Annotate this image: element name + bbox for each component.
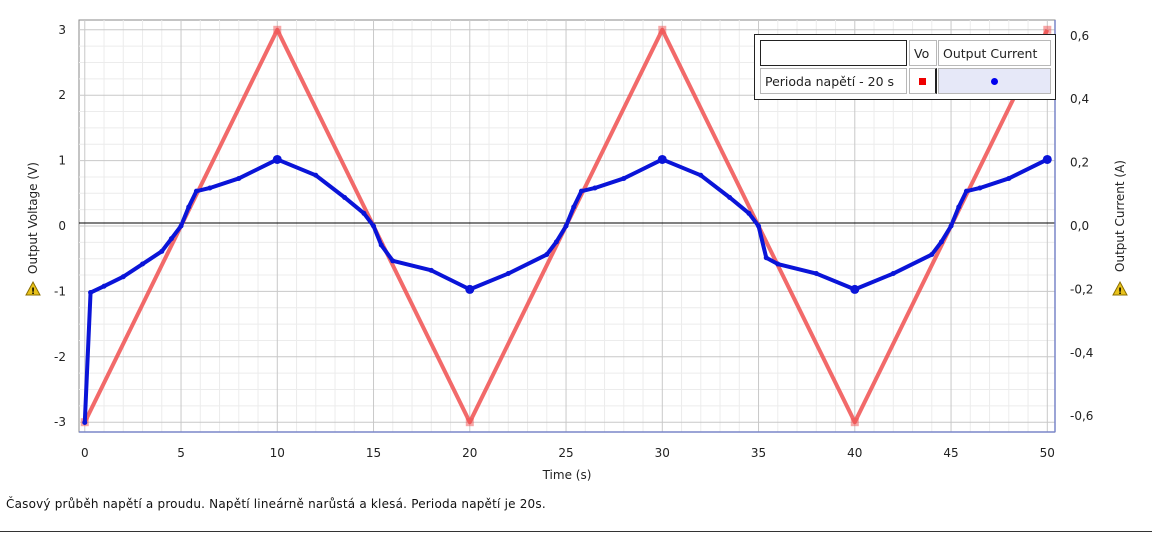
current-point [1042, 154, 1052, 164]
svg-text:!: ! [1118, 287, 1122, 297]
x-tick-label: 50 [1040, 446, 1055, 460]
y-left-tick-label: 1 [58, 154, 66, 168]
y-right-tick-label: 0,4 [1070, 92, 1089, 106]
y-right-tick-label: -0,6 [1070, 409, 1093, 423]
current-point [657, 154, 667, 164]
bottom-divider [0, 531, 1152, 532]
legend: Vo Output Current Perioda napětí - 20 s [754, 34, 1056, 100]
current-point [465, 284, 475, 294]
legend-header-vo: Vo [909, 40, 937, 66]
current-point [544, 252, 550, 258]
current-point [850, 284, 860, 294]
y-left-tick-label: -3 [54, 415, 66, 429]
current-point [578, 188, 584, 194]
x-tick-label: 30 [655, 446, 670, 460]
legend-header-current: Output Current [938, 40, 1051, 66]
y-left-tick-label: -2 [54, 350, 66, 364]
current-point [313, 172, 319, 178]
y-left-tick-label: -1 [54, 284, 66, 298]
x-tick-label: 0 [81, 446, 89, 460]
current-point [813, 271, 819, 277]
current-point [207, 185, 213, 191]
current-point [272, 154, 282, 164]
current-point [775, 261, 781, 267]
current-point [948, 223, 954, 229]
x-tick-label: 15 [366, 446, 381, 460]
y-right-tick-label: 0,2 [1070, 156, 1089, 170]
y-left-axis-title: Output Voltage (V) [26, 162, 40, 274]
caption: Časový průběh napětí a proudu. Napětí li… [6, 497, 546, 511]
current-point [178, 223, 184, 229]
legend-vo-swatch [919, 77, 926, 85]
y-left-tick-label: 2 [58, 88, 66, 102]
current-point [621, 175, 627, 181]
x-tick-label: 25 [558, 446, 573, 460]
x-tick-label: 45 [943, 446, 958, 460]
y-right-axis-title: Output Current (A) [1113, 160, 1127, 272]
x-axis-title: Time (s) [542, 468, 592, 482]
current-point [563, 223, 569, 229]
current-point [727, 194, 733, 200]
current-point [193, 188, 199, 194]
x-tick-label: 40 [847, 446, 862, 460]
series-current [82, 154, 1052, 425]
voltage-point [658, 25, 667, 34]
current-point [956, 204, 962, 210]
legend-row-label: Perioda napětí - 20 s [760, 68, 907, 94]
voltage-point [850, 418, 859, 427]
current-point [371, 223, 377, 229]
current-point [101, 283, 107, 289]
current-point [553, 239, 559, 245]
y-left-tick-label: 0 [58, 219, 66, 233]
current-point [361, 210, 367, 216]
current-point [390, 258, 396, 264]
current-point [977, 185, 983, 191]
current-point [746, 210, 752, 216]
x-tick-label: 35 [751, 446, 766, 460]
legend-header-empty [760, 40, 907, 66]
current-point [505, 271, 511, 277]
legend-vo-swatch-cell[interactable] [909, 68, 937, 94]
voltage-point [1043, 25, 1052, 34]
current-point [890, 271, 896, 277]
current-point [236, 175, 242, 181]
current-point [1006, 175, 1012, 181]
current-point [938, 239, 944, 245]
y-right-tick-label: -0,4 [1070, 346, 1093, 360]
current-point [342, 194, 348, 200]
legend-current-swatch [991, 77, 998, 85]
legend-current-swatch-cell[interactable] [938, 68, 1051, 94]
y-left-warning-icon[interactable]: ! [25, 280, 41, 297]
current-point [378, 242, 384, 248]
current-point [592, 185, 598, 191]
current-point [698, 172, 704, 178]
y-right-warning-icon[interactable]: ! [1112, 280, 1128, 297]
x-tick-label: 20 [462, 446, 477, 460]
current-point [120, 274, 126, 280]
y-right-tick-label: 0,0 [1070, 219, 1089, 233]
current-point [168, 236, 174, 242]
current-point [186, 204, 192, 210]
current-point [963, 188, 969, 194]
current-point [571, 204, 577, 210]
current-point [82, 419, 88, 425]
voltage-point [465, 418, 474, 427]
y-right-tick-labels: -0,6 -0,4 -0,2 0,0 0,2 0,4 0,6 [1070, 29, 1093, 423]
current-point [159, 248, 165, 254]
svg-text:!: ! [31, 287, 35, 297]
x-tick-labels: 0 5 10 15 20 25 30 35 40 45 50 [81, 446, 1055, 460]
current-point [140, 261, 146, 267]
x-tick-label: 5 [177, 446, 185, 460]
current-point [428, 267, 434, 273]
y-right-tick-label: 0,6 [1070, 29, 1089, 43]
x-tick-label: 10 [270, 446, 285, 460]
current-point [929, 252, 935, 258]
y-right-tick-label: -0,2 [1070, 282, 1093, 296]
voltage-point [273, 25, 282, 34]
y-left-tick-labels: -3 -2 -1 0 1 2 3 [54, 23, 66, 429]
current-point [88, 290, 94, 296]
current-point [756, 223, 762, 229]
y-left-tick-label: 3 [58, 23, 66, 37]
current-point [763, 255, 769, 261]
